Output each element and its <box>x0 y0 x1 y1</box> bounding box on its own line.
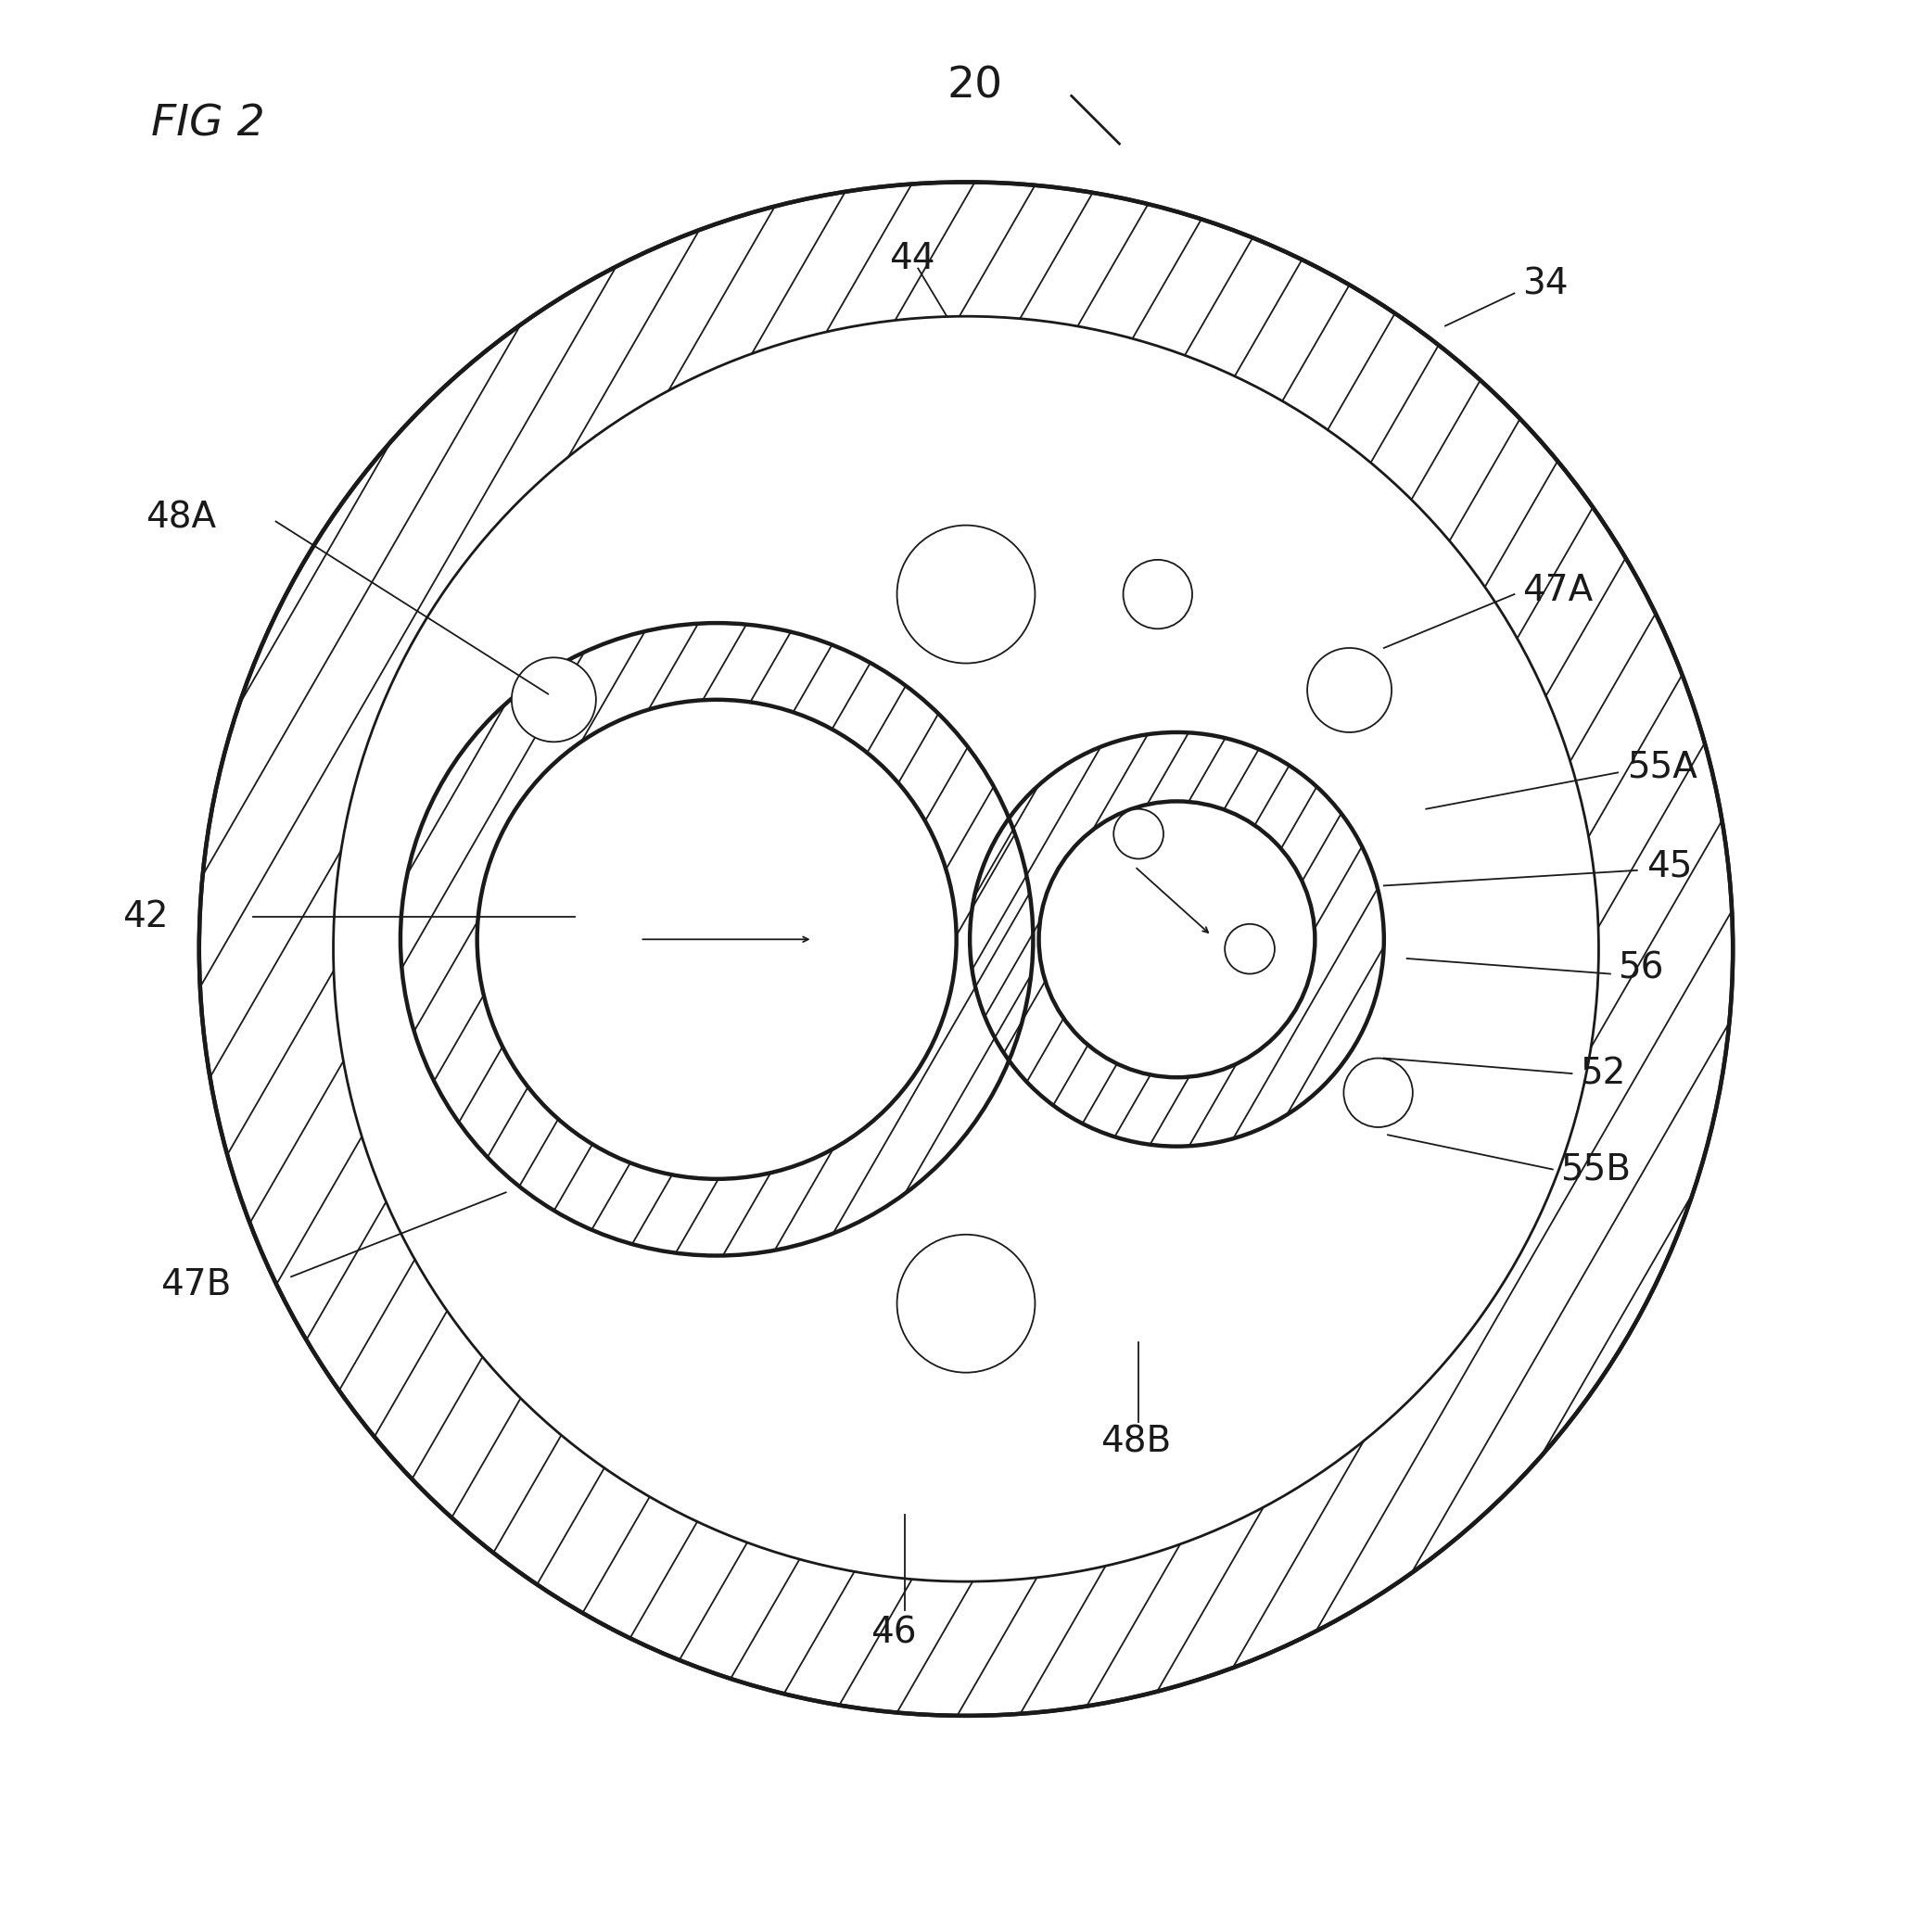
Text: FIG 2: FIG 2 <box>151 104 265 146</box>
Circle shape <box>1113 809 1163 859</box>
Circle shape <box>512 658 595 742</box>
Circle shape <box>1122 560 1192 629</box>
Circle shape <box>199 182 1733 1716</box>
Circle shape <box>896 1235 1036 1373</box>
Text: 48B: 48B <box>1099 1424 1171 1459</box>
Circle shape <box>1343 1058 1412 1127</box>
Text: 34: 34 <box>1522 266 1569 301</box>
Text: 42: 42 <box>122 899 168 934</box>
Text: 55B: 55B <box>1561 1152 1631 1187</box>
Circle shape <box>970 732 1383 1146</box>
Text: 56: 56 <box>1617 951 1663 985</box>
Text: 20: 20 <box>947 65 1003 107</box>
Circle shape <box>896 525 1036 663</box>
Text: 55A: 55A <box>1627 750 1698 784</box>
Circle shape <box>334 316 1598 1582</box>
Text: 52: 52 <box>1580 1056 1625 1091</box>
Circle shape <box>1308 648 1391 732</box>
Circle shape <box>477 700 956 1179</box>
Text: 44: 44 <box>889 242 935 276</box>
Text: 45: 45 <box>1646 849 1692 884</box>
Text: 48A: 48A <box>145 500 216 535</box>
Circle shape <box>1039 801 1316 1077</box>
Text: 46: 46 <box>869 1616 916 1651</box>
Text: 47B: 47B <box>160 1267 232 1302</box>
Text: 47A: 47A <box>1522 573 1592 608</box>
Circle shape <box>400 623 1034 1256</box>
Circle shape <box>1225 924 1275 974</box>
